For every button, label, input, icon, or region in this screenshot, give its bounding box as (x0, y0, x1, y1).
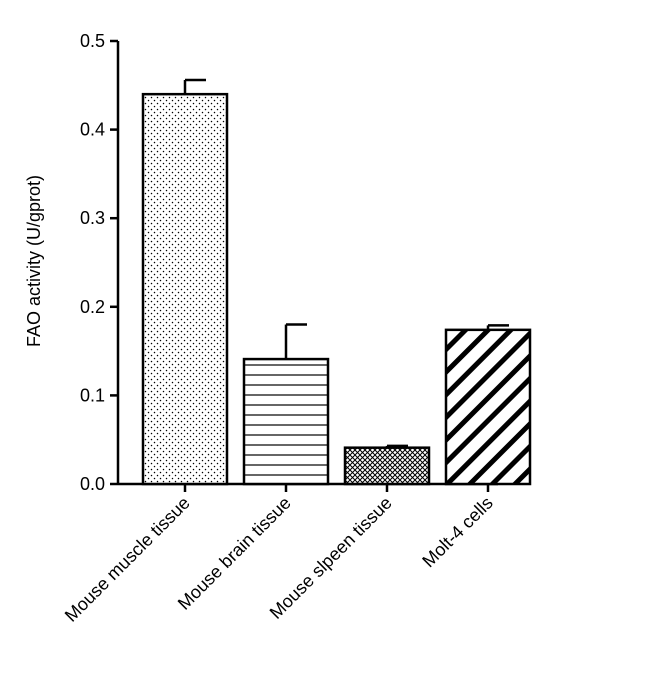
bar (242, 357, 330, 486)
y-axis-title: FAO activity (U/gprot) (24, 175, 44, 347)
bar (343, 446, 431, 486)
bar (141, 92, 229, 486)
y-tick-label: 0.1 (80, 385, 105, 405)
bar (444, 328, 532, 486)
bars (141, 92, 532, 486)
y-tick-label: 0.3 (80, 208, 105, 228)
category-label: Mouse brain tissue (174, 493, 295, 614)
error-bars (183, 78, 509, 448)
y-tick-label: 0.2 (80, 297, 105, 317)
y-tick-label: 0.4 (80, 120, 105, 140)
y-tick-label: 0.0 (80, 474, 105, 494)
y-tick-label: 0.5 (80, 31, 105, 51)
category-label: Mouse muscle tissue (61, 493, 194, 626)
y-axis: 0.0 0.1 0.2 0.3 0.4 0.5 (80, 31, 120, 494)
category-label: Molt-4 cells (418, 493, 497, 572)
